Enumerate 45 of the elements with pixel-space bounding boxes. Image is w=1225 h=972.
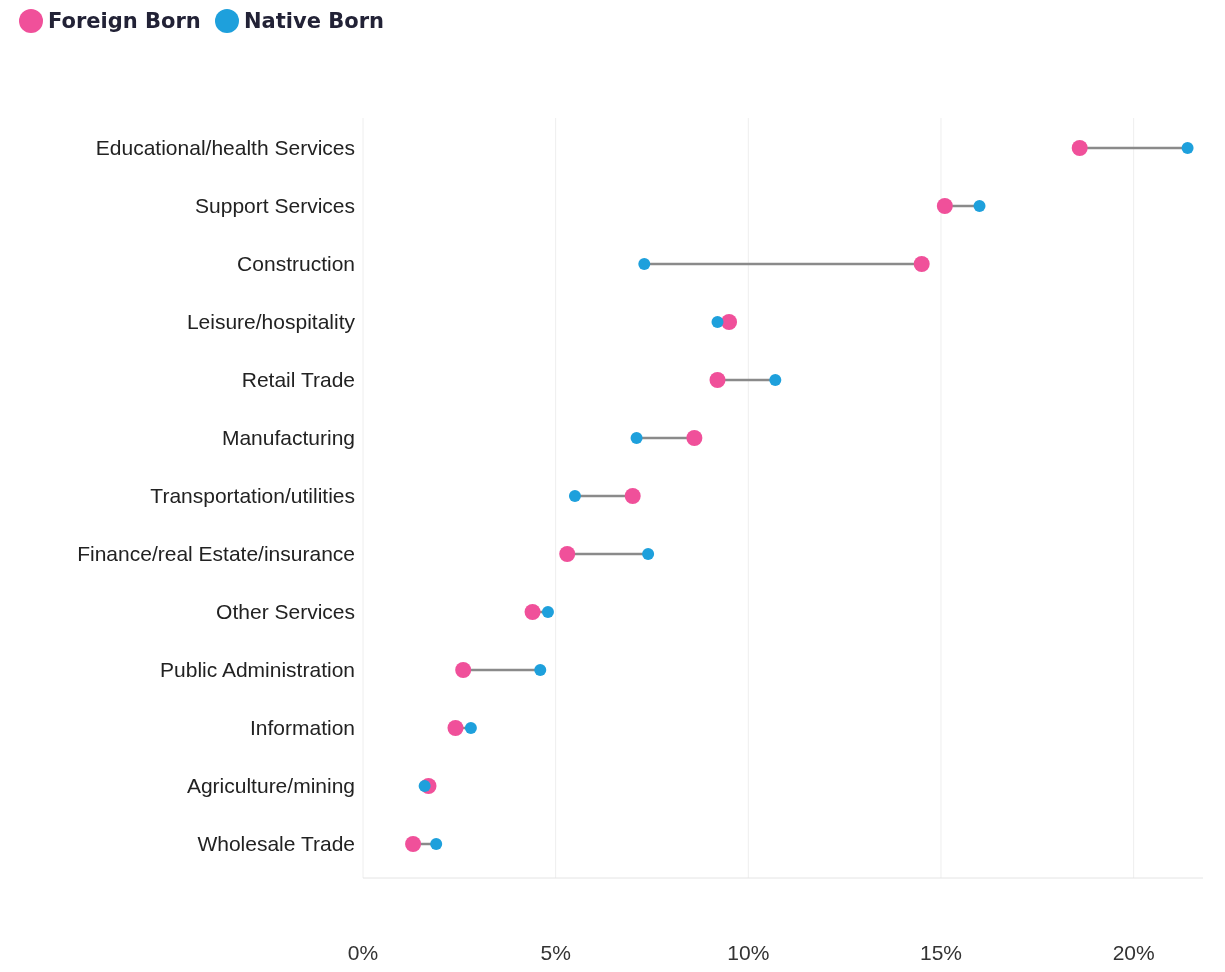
y-tick-label: Support Services xyxy=(195,194,355,218)
point xyxy=(524,604,541,620)
x-tick-label: 10% xyxy=(727,941,770,964)
x-tick-label: 0% xyxy=(347,941,379,964)
y-tick-label: Public Administration xyxy=(160,658,355,682)
point xyxy=(447,720,464,736)
x-tick-label: 5% xyxy=(540,941,571,964)
point xyxy=(630,432,643,444)
x-tick-label: 15% xyxy=(919,941,962,964)
point xyxy=(568,490,581,502)
point xyxy=(541,606,554,618)
y-tick-label: Transportation/utilities xyxy=(150,484,355,508)
y-tick-label: Other Services xyxy=(216,600,355,624)
point xyxy=(418,780,431,792)
point xyxy=(534,664,547,676)
point xyxy=(686,430,703,446)
point xyxy=(709,372,726,388)
point xyxy=(405,836,422,852)
y-tick-label: Wholesale Trade xyxy=(197,832,355,856)
x-tick-label: 20% xyxy=(1112,941,1155,964)
y-tick-label: Finance/real Estate/insurance xyxy=(77,542,355,566)
point xyxy=(455,662,472,678)
point xyxy=(769,374,782,386)
y-tick-label: Agriculture/mining xyxy=(186,774,355,798)
point xyxy=(559,546,576,562)
legend-label: Foreign Born xyxy=(48,9,201,34)
point xyxy=(936,198,953,214)
point xyxy=(638,258,651,270)
y-tick-label: Retail Trade xyxy=(241,368,355,392)
point xyxy=(1181,142,1194,154)
point xyxy=(913,256,930,272)
y-tick-label: Leisure/hospitality xyxy=(186,310,356,334)
legend-label: Native Born xyxy=(244,9,384,34)
point xyxy=(430,838,443,850)
point xyxy=(711,316,724,328)
point xyxy=(464,722,477,734)
y-tick-label: Educational/health Services xyxy=(95,136,355,160)
point xyxy=(624,488,641,504)
y-tick-label: Information xyxy=(249,716,355,740)
y-tick-label: Manufacturing xyxy=(221,426,355,450)
point xyxy=(1071,140,1088,156)
point xyxy=(721,314,738,330)
point xyxy=(642,548,655,560)
point xyxy=(973,200,986,212)
y-tick-label: Construction xyxy=(237,252,355,276)
